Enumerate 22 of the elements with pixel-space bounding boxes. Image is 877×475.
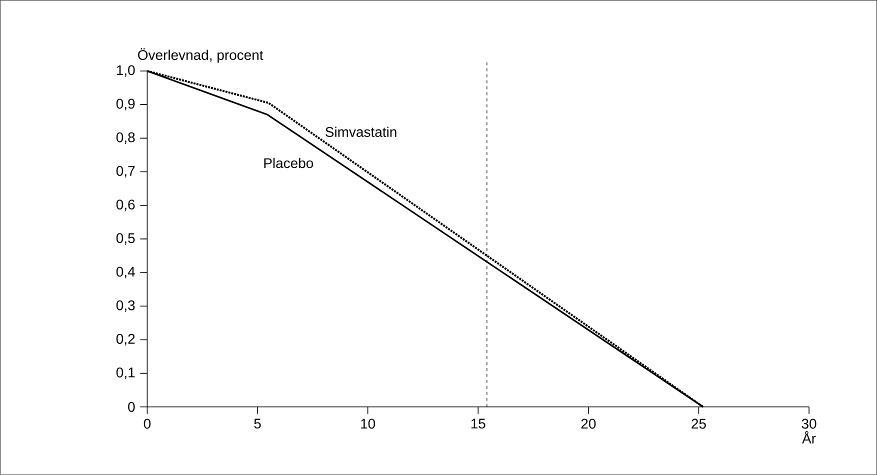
x-axis-title: År [802,431,816,444]
x-tick-label: 10 [361,418,376,429]
series-label: Simvastatin [326,126,396,138]
y-tick-label: 0 [128,402,135,412]
y-tick-label: 0,6 [116,200,135,212]
x-tick-label: 15 [471,418,486,429]
y-tick-label: 0,8 [116,132,135,144]
y-axis-title: Överlevnad, procent [138,48,264,63]
y-tick-label: 0,2 [116,334,135,346]
y-tick-label: 0,3 [116,300,135,312]
y-tick-label: 0,7 [116,166,135,178]
y-tick-label: 0,4 [116,266,135,278]
x-tick-label: 25 [692,418,706,429]
x-tick-label: 30 [802,418,816,429]
x-tick-label: 20 [581,418,596,429]
y-tick-label: 0,5 [116,233,135,245]
x-tick-label: 0 [144,418,151,429]
y-tick-label: 0,9 [116,98,135,110]
x-tick-label: 5 [254,418,261,429]
series-label: Placebo [264,158,314,168]
y-tick-label: 1,0 [116,65,135,77]
y-tick-label: 0,1 [116,368,135,380]
